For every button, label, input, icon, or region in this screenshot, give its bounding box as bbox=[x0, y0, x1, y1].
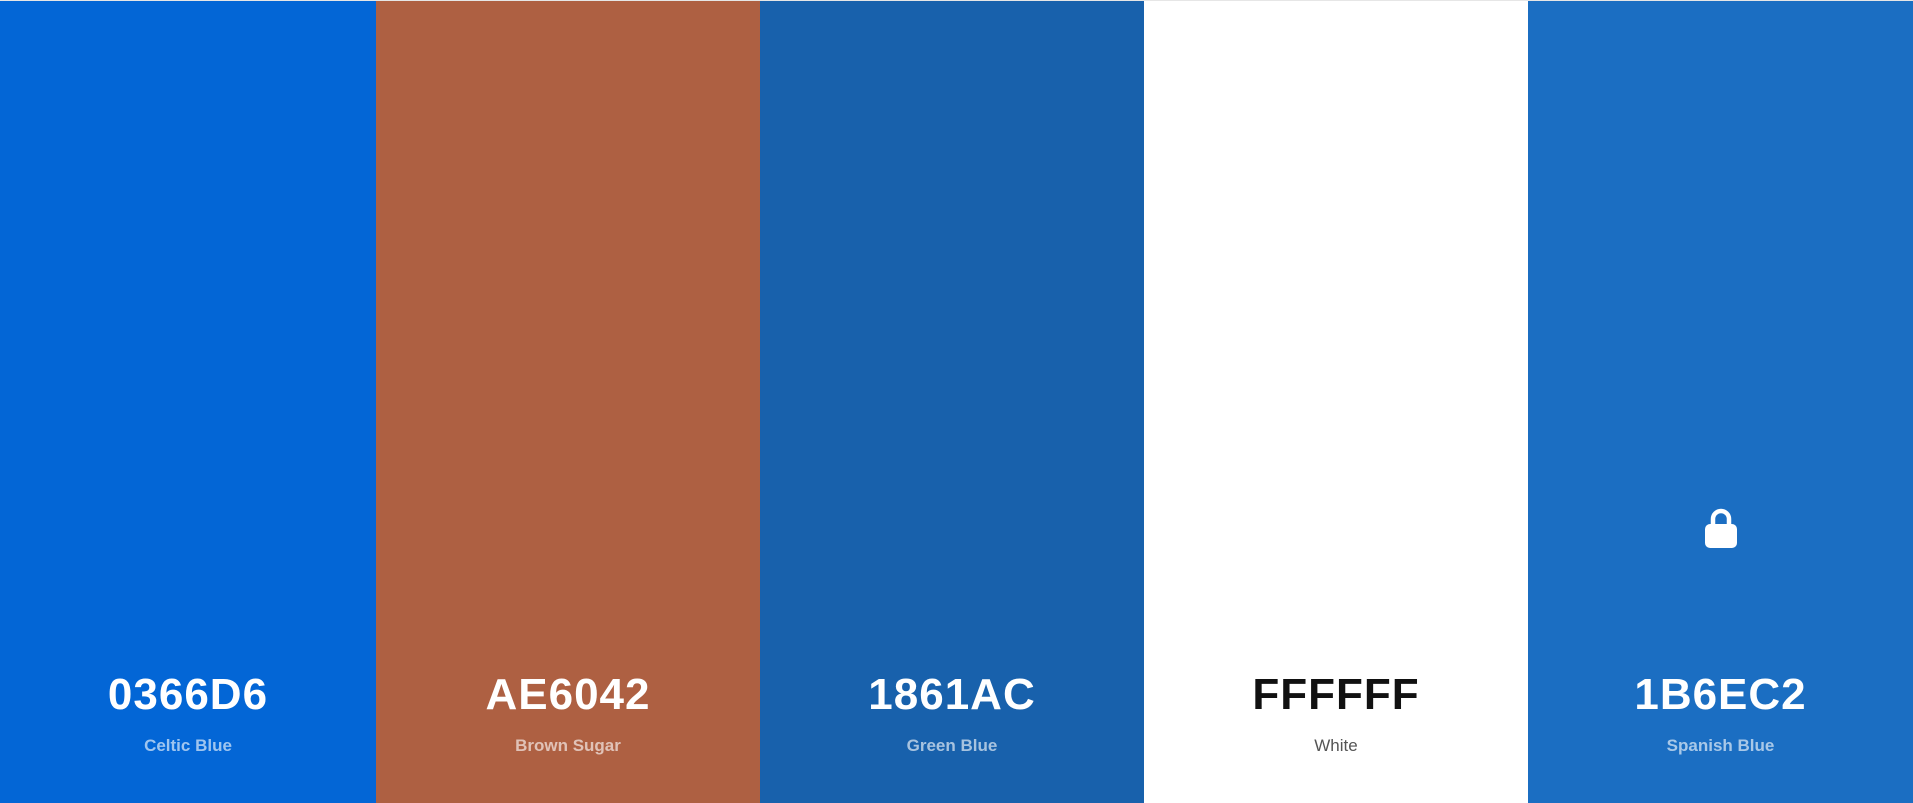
color-swatch-celtic-blue[interactable]: 0366D6 Celtic Blue bbox=[0, 1, 376, 803]
color-name: Celtic Blue bbox=[144, 736, 232, 755]
color-hex-code[interactable]: 1B6EC2 bbox=[1634, 670, 1807, 719]
color-swatch-spanish-blue[interactable]: 1B6EC2 Spanish Blue bbox=[1528, 1, 1913, 803]
lock-icon[interactable] bbox=[1704, 507, 1738, 549]
color-hex-code[interactable]: 1861AC bbox=[868, 670, 1036, 719]
color-name: Green Blue bbox=[906, 736, 998, 755]
color-name: Brown Sugar bbox=[515, 736, 621, 755]
color-swatch-brown-sugar[interactable]: AE6042 Brown Sugar bbox=[376, 1, 760, 803]
color-hex-code[interactable]: FFFFFF bbox=[1252, 670, 1420, 719]
color-name: White bbox=[1314, 736, 1358, 755]
color-swatch-green-blue[interactable]: 1861AC Green Blue bbox=[760, 1, 1144, 803]
color-hex-code[interactable]: AE6042 bbox=[485, 670, 651, 719]
color-swatch-white[interactable]: FFFFFF White bbox=[1144, 1, 1528, 803]
color-hex-code[interactable]: 0366D6 bbox=[107, 670, 269, 719]
color-name: Spanish Blue bbox=[1666, 736, 1775, 755]
